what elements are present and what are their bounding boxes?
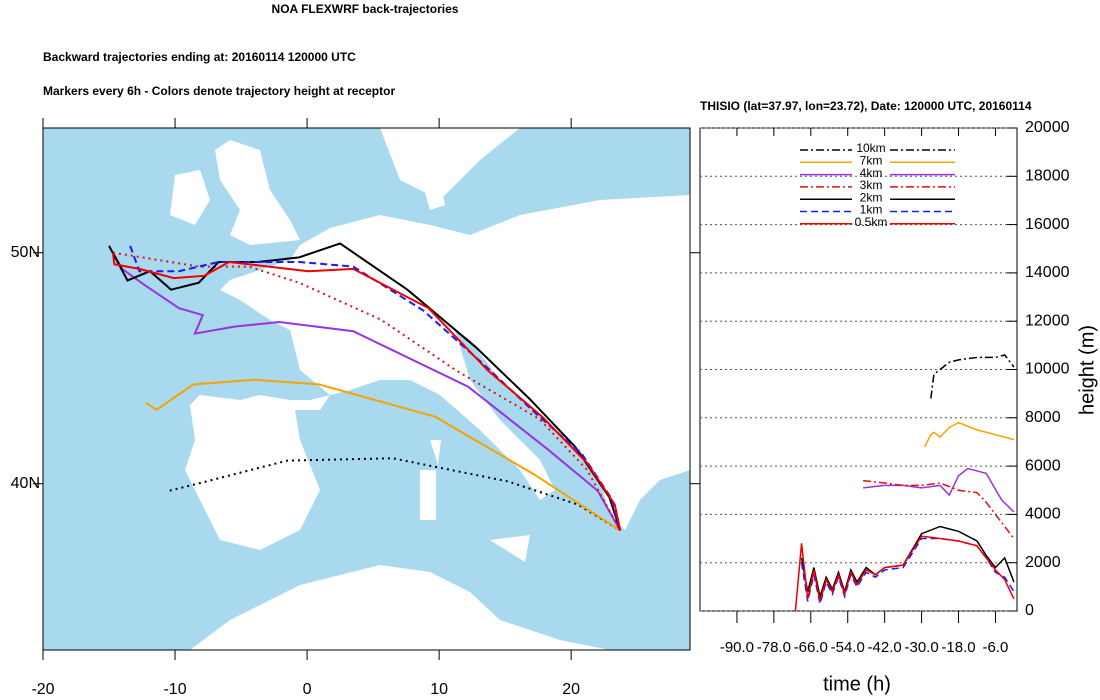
x-tick-label: -10 <box>163 681 186 698</box>
title: NOA FLEXWRF back-trajectories <box>272 2 459 16</box>
x-tick-label: -54.0 <box>831 639 865 656</box>
x-tick-label: -6.0 <box>983 639 1009 656</box>
trajectory <box>129 245 622 531</box>
x-tick-label: -30.0 <box>904 639 938 656</box>
legend-label: 4km <box>860 166 883 180</box>
trajectories <box>108 242 622 532</box>
height-line <box>930 354 1015 399</box>
height-line <box>924 421 1015 448</box>
map <box>43 128 690 650</box>
y-tick-label: 8000 <box>1025 409 1061 426</box>
x-tick-label: 20 <box>562 681 580 698</box>
y-tick-label: 40N <box>11 475 40 492</box>
annotation: Markers every 6h - Colors denote traject… <box>43 84 395 98</box>
x-tick-label: -66.0 <box>794 639 828 656</box>
y-tick-label: 6000 <box>1025 457 1061 474</box>
legend-label: 2km <box>860 190 883 204</box>
height-line <box>800 525 1015 600</box>
y-axis-label: height (m) <box>1076 325 1098 415</box>
map-frame <box>42 127 691 651</box>
height-line <box>863 479 1015 540</box>
y-tick-label: 10000 <box>1025 361 1070 378</box>
height-line <box>863 467 1015 513</box>
y-tick-label: 18000 <box>1025 168 1070 185</box>
legend-label: 0.5km <box>855 215 888 229</box>
x-tick-label: -18.0 <box>941 639 975 656</box>
y-tick-label: 16000 <box>1025 216 1070 233</box>
legend-label: 7km <box>860 153 883 167</box>
y-tick-label: 14000 <box>1025 264 1070 281</box>
x-tick-label: -42.0 <box>868 639 902 656</box>
trajectory <box>112 252 622 532</box>
x-tick-label: 10 <box>430 681 448 698</box>
trajectory <box>108 242 622 531</box>
x-tick-label: -20 <box>31 681 54 698</box>
height-line <box>794 535 1015 612</box>
y-tick-label: 12000 <box>1025 312 1070 329</box>
x-tick-label: 0 <box>303 681 312 698</box>
plot-title: THISIO (lat=37.97, lon=23.72), Date: 120… <box>700 99 1032 113</box>
y-tick-label: 50N <box>11 244 40 261</box>
legend-label: 1km <box>860 203 883 217</box>
legend-label: 3km <box>860 178 883 192</box>
y-tick-label: 20000 <box>1025 119 1070 136</box>
subtitle: Backward trajectories ending at: 2016011… <box>43 50 356 64</box>
trajectory <box>112 251 622 532</box>
legend-label: 10km <box>856 141 885 155</box>
y-tick-label: 4000 <box>1025 506 1061 523</box>
x-axis-label: time (h) <box>823 673 891 695</box>
plot-frame <box>699 127 1018 612</box>
trajectory <box>111 252 622 531</box>
x-tick-label: -78.0 <box>757 639 791 656</box>
x-tick-label: -90.0 <box>720 639 754 656</box>
y-tick-label: 0 <box>1025 602 1034 619</box>
trajectory <box>145 378 621 532</box>
y-tick-label: 2000 <box>1025 554 1061 571</box>
